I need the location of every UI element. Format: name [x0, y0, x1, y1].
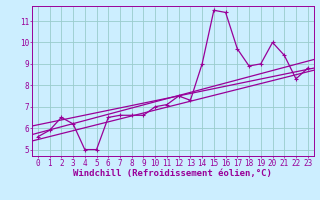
X-axis label: Windchill (Refroidissement éolien,°C): Windchill (Refroidissement éolien,°C) — [73, 169, 272, 178]
